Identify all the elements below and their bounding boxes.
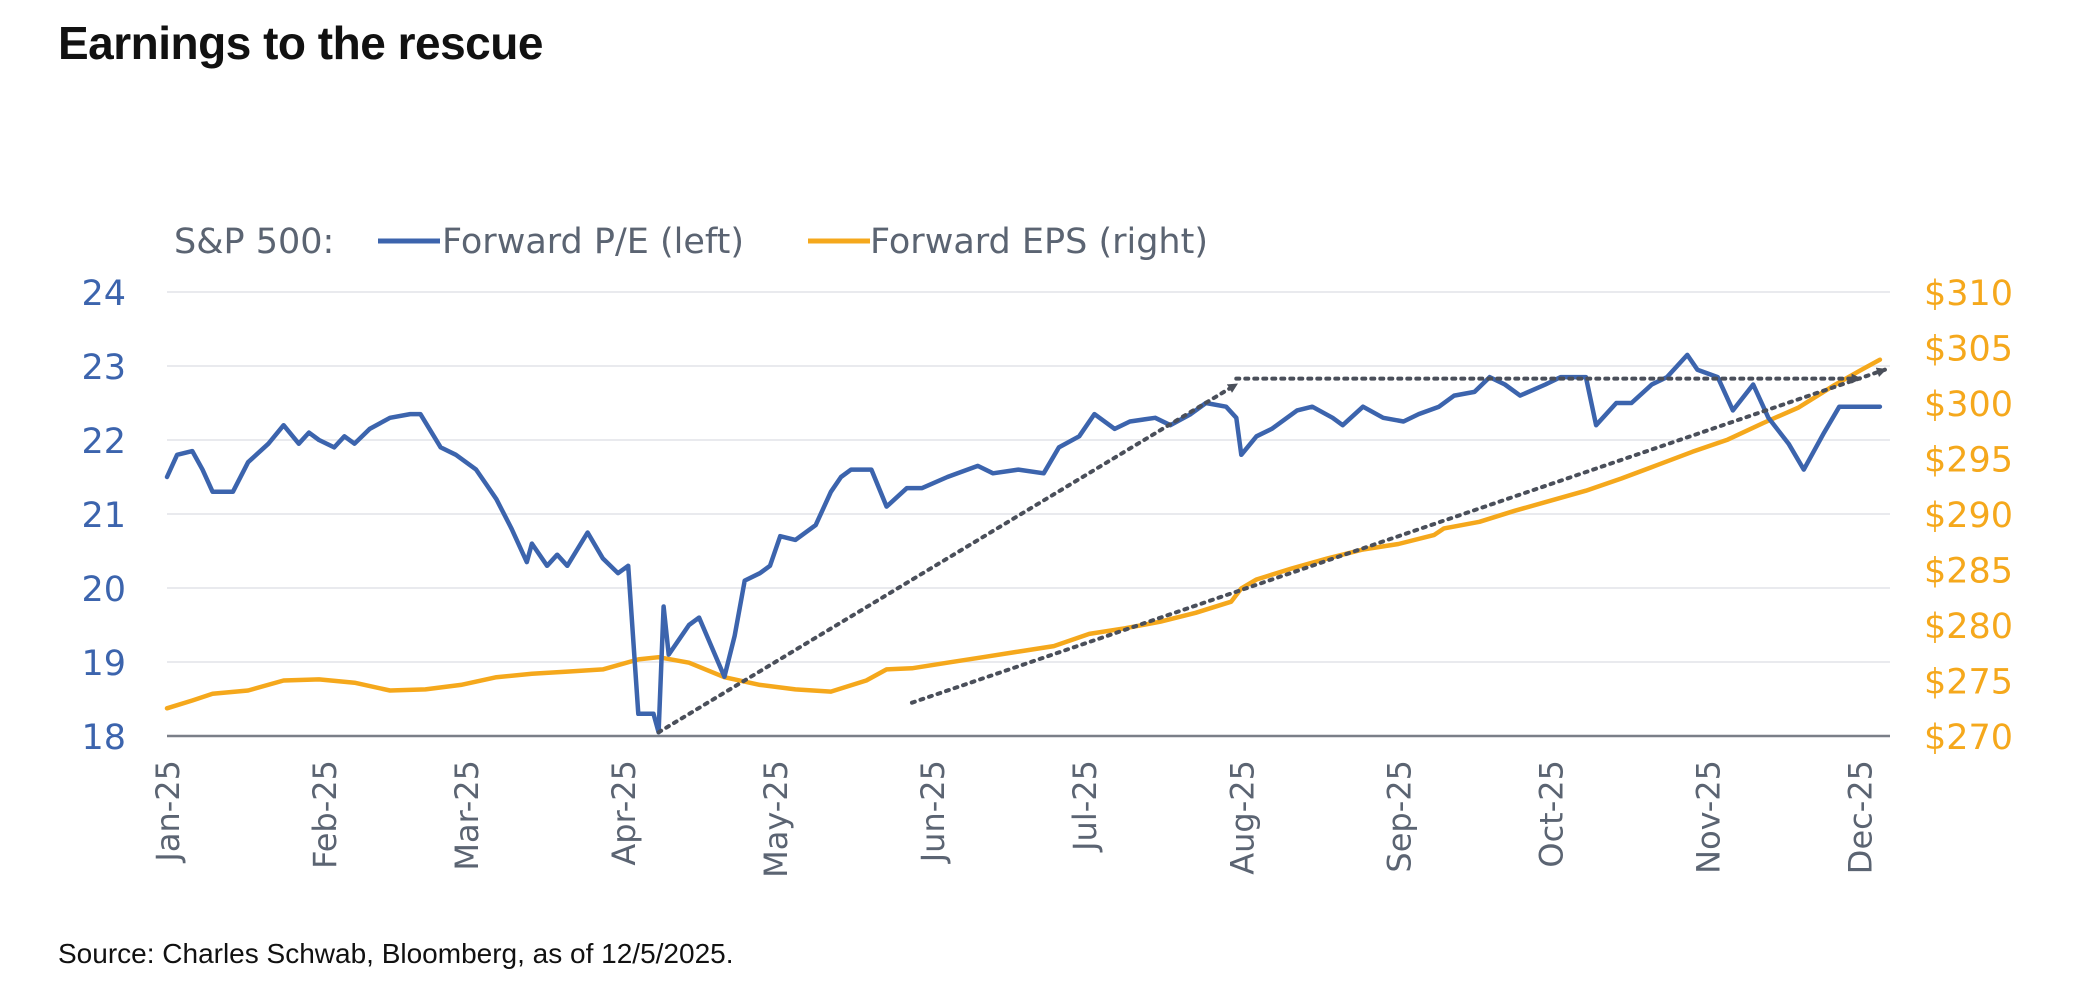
x-tick-label: Feb-25 <box>306 760 344 869</box>
x-tick-label: Sep-25 <box>1380 760 1418 873</box>
y-right-tick-label: $270 <box>1924 718 2013 758</box>
series-line-forward-eps <box>164 357 1883 711</box>
annotations <box>656 367 1887 735</box>
y-left-tick-label: 20 <box>81 570 126 610</box>
chart: S&P 500: Forward P/E (left) Forward EPS (r… <box>81 222 2013 878</box>
y-left-tick-label: 22 <box>81 422 126 462</box>
legend: S&P 500: Forward P/E (left) Forward EPS (r… <box>174 222 1208 262</box>
trend-arrow <box>909 367 1887 705</box>
y-right-tick-label: $300 <box>1924 385 2013 425</box>
x-tick-label: May-25 <box>757 760 795 878</box>
y-axis-left: 18 19 20 21 22 23 24 <box>81 274 126 758</box>
y-right-tick-label: $290 <box>1924 496 2013 536</box>
x-tick-label: Jan-25 <box>149 760 187 864</box>
x-tick-label: Nov-25 <box>1690 760 1728 874</box>
y-right-tick-label: $280 <box>1924 607 2013 647</box>
y-right-tick-label: $295 <box>1924 441 2013 481</box>
legend-label: Forward P/E (left) <box>442 222 744 262</box>
series-line-forward-pe <box>164 352 1883 735</box>
y-axis-right: $270 $275 $280 $285 $290 $295 $300 $305 $310 <box>1924 274 2013 758</box>
x-tick-label: Jul-25 <box>1066 760 1104 853</box>
x-tick-label: Dec-25 <box>1842 760 1880 874</box>
trend-arrow <box>656 382 1239 735</box>
y-right-tick-label: $310 <box>1924 274 2013 314</box>
x-tick-label: Mar-25 <box>448 760 486 871</box>
source-note: Source: Charles Schwab, Bloomberg, as of… <box>58 938 734 969</box>
y-left-tick-label: 18 <box>81 718 126 758</box>
chart-title: Earnings to the rescue <box>58 17 543 69</box>
y-left-tick-label: 24 <box>81 274 126 314</box>
x-tick-label: Aug-25 <box>1223 760 1261 875</box>
y-left-tick-label: 21 <box>81 496 126 536</box>
x-tick-label: Jun-25 <box>914 760 952 864</box>
series-layer <box>164 352 1883 735</box>
legend-label: Forward EPS (right) <box>870 222 1208 262</box>
x-tick-label: Oct-25 <box>1532 760 1570 868</box>
y-left-tick-label: 19 <box>81 644 126 684</box>
x-tick-label: Apr-25 <box>605 760 643 866</box>
grid <box>167 291 1890 738</box>
y-left-tick-label: 23 <box>81 348 126 388</box>
y-right-tick-label: $275 <box>1924 663 2013 703</box>
y-right-tick-label: $305 <box>1924 330 2013 370</box>
legend-prefix: S&P 500: <box>174 222 334 262</box>
x-axis: Jan-25 Feb-25 Mar-25 Apr-25 May-25 Jun-25 Jul-… <box>149 760 1880 878</box>
y-right-tick-label: $285 <box>1924 552 2013 592</box>
